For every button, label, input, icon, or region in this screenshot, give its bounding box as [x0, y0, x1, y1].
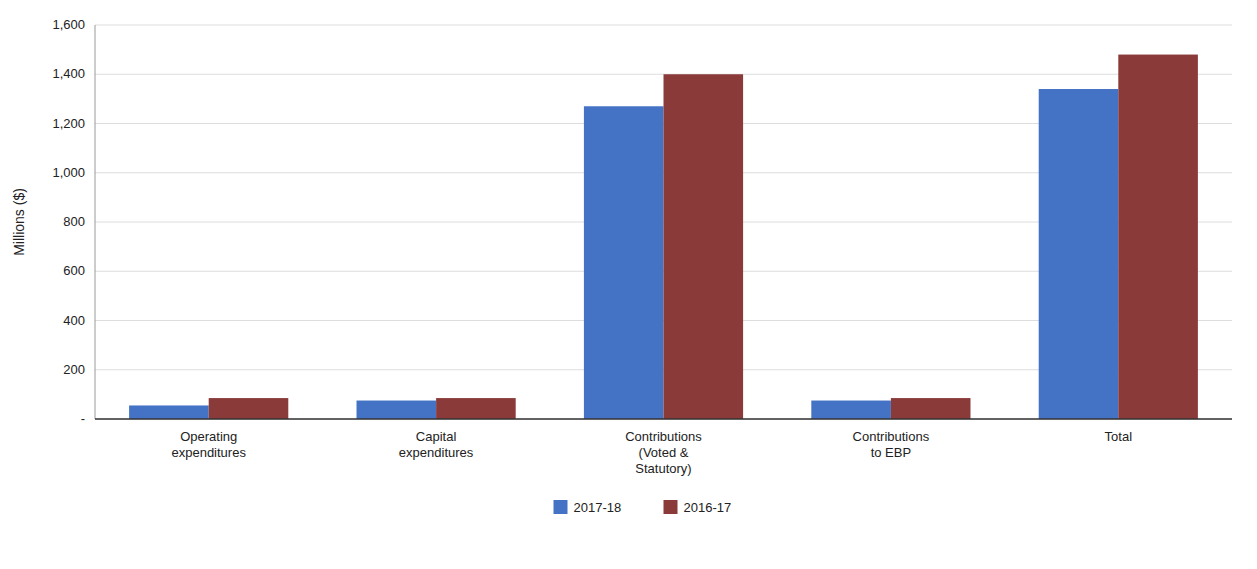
legend-swatch [664, 500, 678, 514]
bar [811, 401, 891, 419]
y-tick-label: 800 [63, 214, 85, 229]
bar [1039, 89, 1119, 419]
x-tick-label-line: Contributions [625, 429, 702, 444]
chart: - 200 400 600 800 1,000 1,200 1,400 1,600 Operati… [0, 0, 1257, 569]
x-axis-line [95, 418, 1232, 420]
bar [1118, 55, 1198, 419]
x-tick-label: Contributionsto EBP [853, 429, 930, 460]
y-tick-label: 200 [63, 362, 85, 377]
y-tick-label: 400 [63, 313, 85, 328]
chart-container: - 200 400 600 800 1,000 1,200 1,400 1,600 Operati… [0, 0, 1257, 569]
x-tick-label: Capitalexpenditures [399, 429, 474, 460]
bar [209, 398, 289, 419]
x-tick-label: Operatingexpenditures [171, 429, 246, 460]
bar [584, 106, 664, 419]
y-tick-label: 1,600 [52, 17, 85, 32]
bars [129, 55, 1198, 419]
x-tick-label-line: Operating [180, 429, 237, 444]
y-axis-line [95, 25, 96, 419]
x-tick-label-line: Total [1105, 429, 1133, 444]
x-tick-label-line: Capital [416, 429, 457, 444]
bar [129, 405, 209, 419]
grid-line [95, 419, 1232, 420]
x-tick-label-line: (Voted & [639, 445, 689, 460]
x-tick-label: Total [1105, 429, 1133, 444]
legend-swatch [554, 500, 568, 514]
y-tick-label: 1,000 [52, 165, 85, 180]
grid [95, 25, 1232, 419]
y-tick-label: - [81, 411, 85, 426]
x-tick-label-line: to EBP [871, 445, 911, 460]
bar [357, 401, 437, 419]
x-tick-label: Contributions(Voted &Statutory) [625, 429, 702, 476]
legend: 2017-18 2016-17 [554, 500, 732, 515]
grid-line [95, 25, 1232, 26]
bar [436, 398, 516, 419]
y-tick-label: 600 [63, 263, 85, 278]
x-tick-label-line: Statutory) [635, 461, 691, 476]
bar [664, 74, 744, 419]
y-tick-label: 1,200 [52, 116, 85, 131]
x-tick-label-line: expenditures [399, 445, 474, 460]
y-axis-label: Millions ($) [11, 188, 27, 256]
x-tick-label-line: Contributions [853, 429, 930, 444]
x-tick-label-line: expenditures [171, 445, 246, 460]
bar [891, 398, 971, 419]
legend-label: 2017-18 [574, 500, 622, 515]
y-tick-label: 1,400 [52, 66, 85, 81]
legend-label: 2016-17 [684, 500, 732, 515]
